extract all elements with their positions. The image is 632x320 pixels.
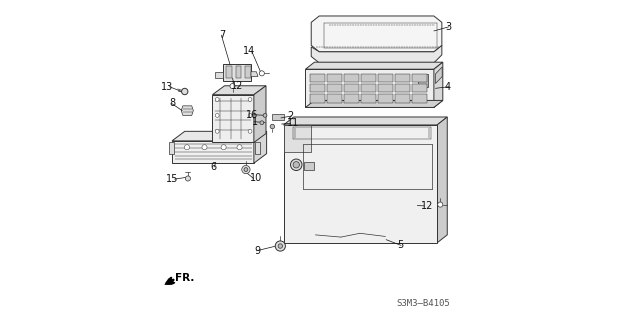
- Polygon shape: [311, 45, 442, 63]
- Polygon shape: [418, 74, 427, 87]
- Polygon shape: [437, 117, 447, 243]
- Circle shape: [185, 145, 190, 150]
- Circle shape: [185, 176, 190, 181]
- Circle shape: [248, 98, 252, 101]
- Text: 6: 6: [210, 162, 216, 172]
- Bar: [378, 94, 392, 103]
- Polygon shape: [226, 66, 232, 78]
- Polygon shape: [254, 86, 266, 142]
- Circle shape: [278, 244, 283, 248]
- Polygon shape: [284, 117, 447, 125]
- Bar: [361, 74, 376, 82]
- Circle shape: [181, 88, 188, 95]
- Circle shape: [293, 162, 300, 168]
- Polygon shape: [435, 67, 442, 84]
- Text: 13: 13: [161, 82, 173, 92]
- Polygon shape: [212, 95, 254, 142]
- Circle shape: [259, 71, 264, 76]
- Bar: [378, 84, 392, 92]
- Polygon shape: [284, 125, 437, 243]
- Polygon shape: [272, 114, 284, 120]
- Polygon shape: [434, 62, 443, 108]
- Bar: [327, 74, 342, 82]
- Bar: [344, 74, 359, 82]
- Polygon shape: [169, 142, 174, 154]
- Bar: [395, 84, 410, 92]
- Bar: [378, 74, 392, 82]
- Circle shape: [237, 145, 242, 150]
- Circle shape: [216, 129, 219, 133]
- Polygon shape: [284, 125, 310, 152]
- Polygon shape: [223, 64, 251, 81]
- Text: 3: 3: [445, 22, 451, 32]
- Circle shape: [248, 129, 252, 133]
- Bar: [327, 94, 342, 103]
- Circle shape: [230, 84, 235, 89]
- Text: 2: 2: [288, 111, 294, 121]
- Text: 11: 11: [287, 118, 299, 128]
- Circle shape: [263, 114, 267, 117]
- Polygon shape: [212, 86, 266, 95]
- Bar: [411, 74, 427, 82]
- Text: 8: 8: [169, 98, 175, 108]
- Text: FR.: FR.: [175, 273, 195, 283]
- Circle shape: [221, 145, 226, 150]
- Circle shape: [216, 114, 219, 117]
- Polygon shape: [255, 142, 260, 154]
- Polygon shape: [254, 131, 267, 163]
- Text: 4: 4: [445, 82, 451, 92]
- Text: 7: 7: [219, 30, 225, 40]
- Text: 16: 16: [246, 110, 258, 120]
- Polygon shape: [215, 72, 223, 78]
- Bar: [395, 74, 410, 82]
- Text: 10: 10: [250, 173, 262, 183]
- Bar: [310, 94, 325, 103]
- Polygon shape: [305, 69, 434, 108]
- Circle shape: [216, 98, 219, 101]
- Polygon shape: [181, 106, 193, 116]
- Text: 9: 9: [254, 246, 260, 256]
- Text: 12: 12: [231, 81, 243, 91]
- Bar: [361, 84, 376, 92]
- Polygon shape: [304, 162, 313, 170]
- Circle shape: [244, 168, 248, 172]
- Bar: [344, 84, 359, 92]
- Bar: [310, 84, 325, 92]
- Polygon shape: [245, 66, 251, 78]
- Bar: [411, 94, 427, 103]
- Bar: [395, 94, 410, 103]
- Circle shape: [270, 124, 274, 129]
- Polygon shape: [311, 16, 442, 52]
- Circle shape: [275, 241, 286, 251]
- Polygon shape: [172, 141, 254, 163]
- Text: 15: 15: [166, 174, 178, 184]
- Circle shape: [291, 159, 302, 171]
- Circle shape: [438, 202, 443, 207]
- Circle shape: [248, 114, 252, 117]
- Circle shape: [202, 145, 207, 150]
- Polygon shape: [305, 100, 443, 108]
- Polygon shape: [305, 62, 443, 69]
- Text: 5: 5: [398, 240, 403, 250]
- Bar: [310, 74, 325, 82]
- Bar: [411, 84, 427, 92]
- Circle shape: [260, 121, 264, 124]
- Circle shape: [242, 165, 250, 174]
- Bar: [327, 84, 342, 92]
- Polygon shape: [236, 66, 241, 78]
- Text: S3M3—B4105: S3M3—B4105: [396, 299, 450, 308]
- Text: 12: 12: [420, 201, 433, 211]
- Text: 14: 14: [243, 46, 255, 56]
- Text: 1: 1: [252, 117, 258, 127]
- Polygon shape: [172, 131, 267, 141]
- Bar: [344, 94, 359, 103]
- Polygon shape: [251, 72, 258, 76]
- Bar: [361, 94, 376, 103]
